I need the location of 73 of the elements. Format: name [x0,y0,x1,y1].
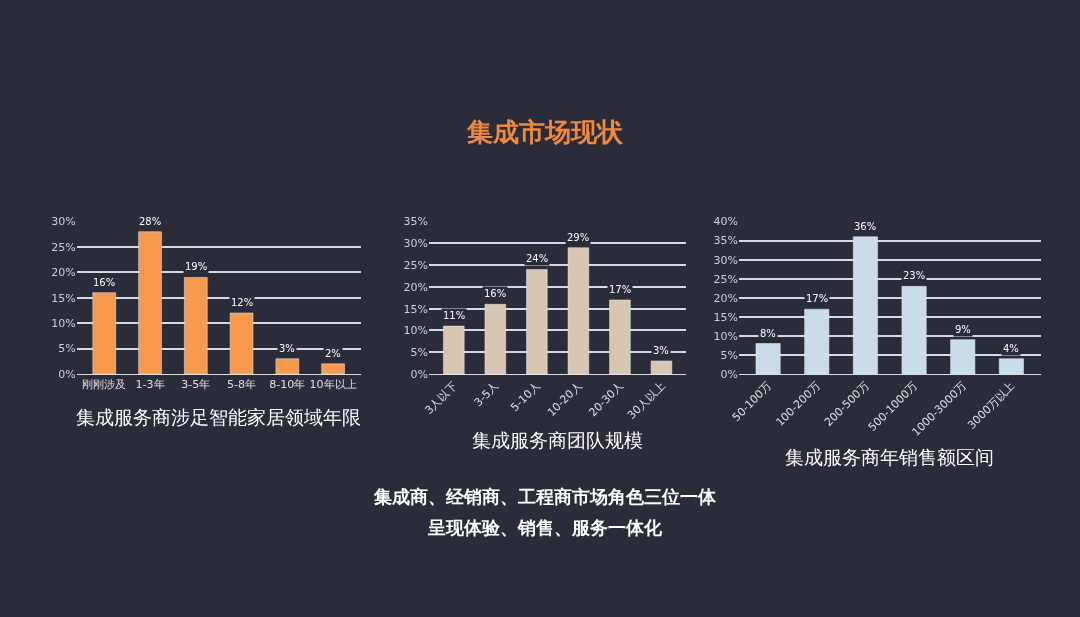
x-tick-label: 10年以上 [309,378,357,392]
data-label: 3% [653,345,669,356]
y-tick-label: 20% [51,266,76,280]
bar [484,304,506,374]
bar [567,247,590,374]
y-tick-label: 10% [403,324,428,338]
y-tick-label: 5% [720,348,738,362]
data-label: 23% [903,270,926,281]
text: 呈现体验、销售、服务一体化 [427,517,663,538]
data-label: 17% [806,293,829,304]
data-label: 8% [760,328,776,339]
x-tick-label: 8-10年 [269,378,306,392]
data-label: 36% [854,221,877,232]
data-label: 9% [955,324,971,335]
text: 集成商、经销商、工程商市场角色三位一体 [373,486,717,507]
y-tick-label: 0% [58,367,76,381]
x-tick-label: 3人以下 [422,379,460,417]
y-tick-label: 25% [713,272,738,286]
y-tick-label: 0% [720,367,738,381]
data-label: 28% [139,216,162,227]
y-tick-label: 15% [51,291,76,305]
y-tick-label: 20% [713,291,738,305]
y-tick-label: 20% [403,280,428,294]
y-tick-label: 35% [713,234,738,248]
bar [138,231,162,374]
data-label: 3% [279,343,295,354]
y-tick-label: 15% [403,302,428,316]
text: 集成市场现状 [466,117,624,147]
bar [275,358,300,374]
bar [92,292,116,374]
y-tick-label: 15% [713,310,738,324]
bar [443,325,465,374]
y-tick-label: 10% [713,329,738,343]
data-label: 12% [231,297,254,308]
y-tick-label: 10% [51,317,76,331]
y-tick-label: 40% [713,215,738,229]
data-label: 17% [609,284,632,295]
bar [229,312,254,374]
y-tick-label: 0% [410,367,428,381]
data-label: 11% [443,310,466,321]
data-label: 4% [1003,343,1019,354]
data-label: 24% [526,253,549,264]
data-label: 29% [567,232,590,243]
data-label: 2% [325,348,341,359]
y-tick-label: 30% [403,237,428,251]
data-label: 16% [93,277,116,288]
x-tick-label: 刚刚涉及 [82,378,127,392]
x-axis-title: 集成服务商年销售额区间 [785,445,995,468]
bar [650,360,673,374]
y-tick-label: 5% [58,342,76,356]
x-axis-title: 集成服务商团队规模 [472,428,644,451]
bar [526,269,548,374]
data-label: 16% [484,288,507,299]
x-tick-label: 5-8年 [227,378,257,392]
data-label: 19% [185,261,208,272]
y-tick-label: 25% [403,258,428,272]
bar [853,236,878,374]
y-tick-label: 30% [713,253,738,267]
bar [184,277,208,374]
bar [901,286,927,374]
y-tick-label: 30% [51,215,76,229]
bar [804,308,830,374]
bar [609,299,631,374]
x-tick-label: 3-5人 [471,379,502,410]
x-tick-label: 3-5年 [181,378,211,392]
x-axis-title: 集成服务商涉足智能家居领域年限 [76,405,362,428]
y-tick-label: 25% [51,240,76,254]
bar [321,363,345,374]
x-tick-label: 1-3年 [135,378,165,392]
y-tick-label: 5% [410,346,428,360]
y-tick-label: 35% [403,215,428,229]
x-tick-label: 30人以上 [625,379,668,422]
bar [755,343,781,374]
